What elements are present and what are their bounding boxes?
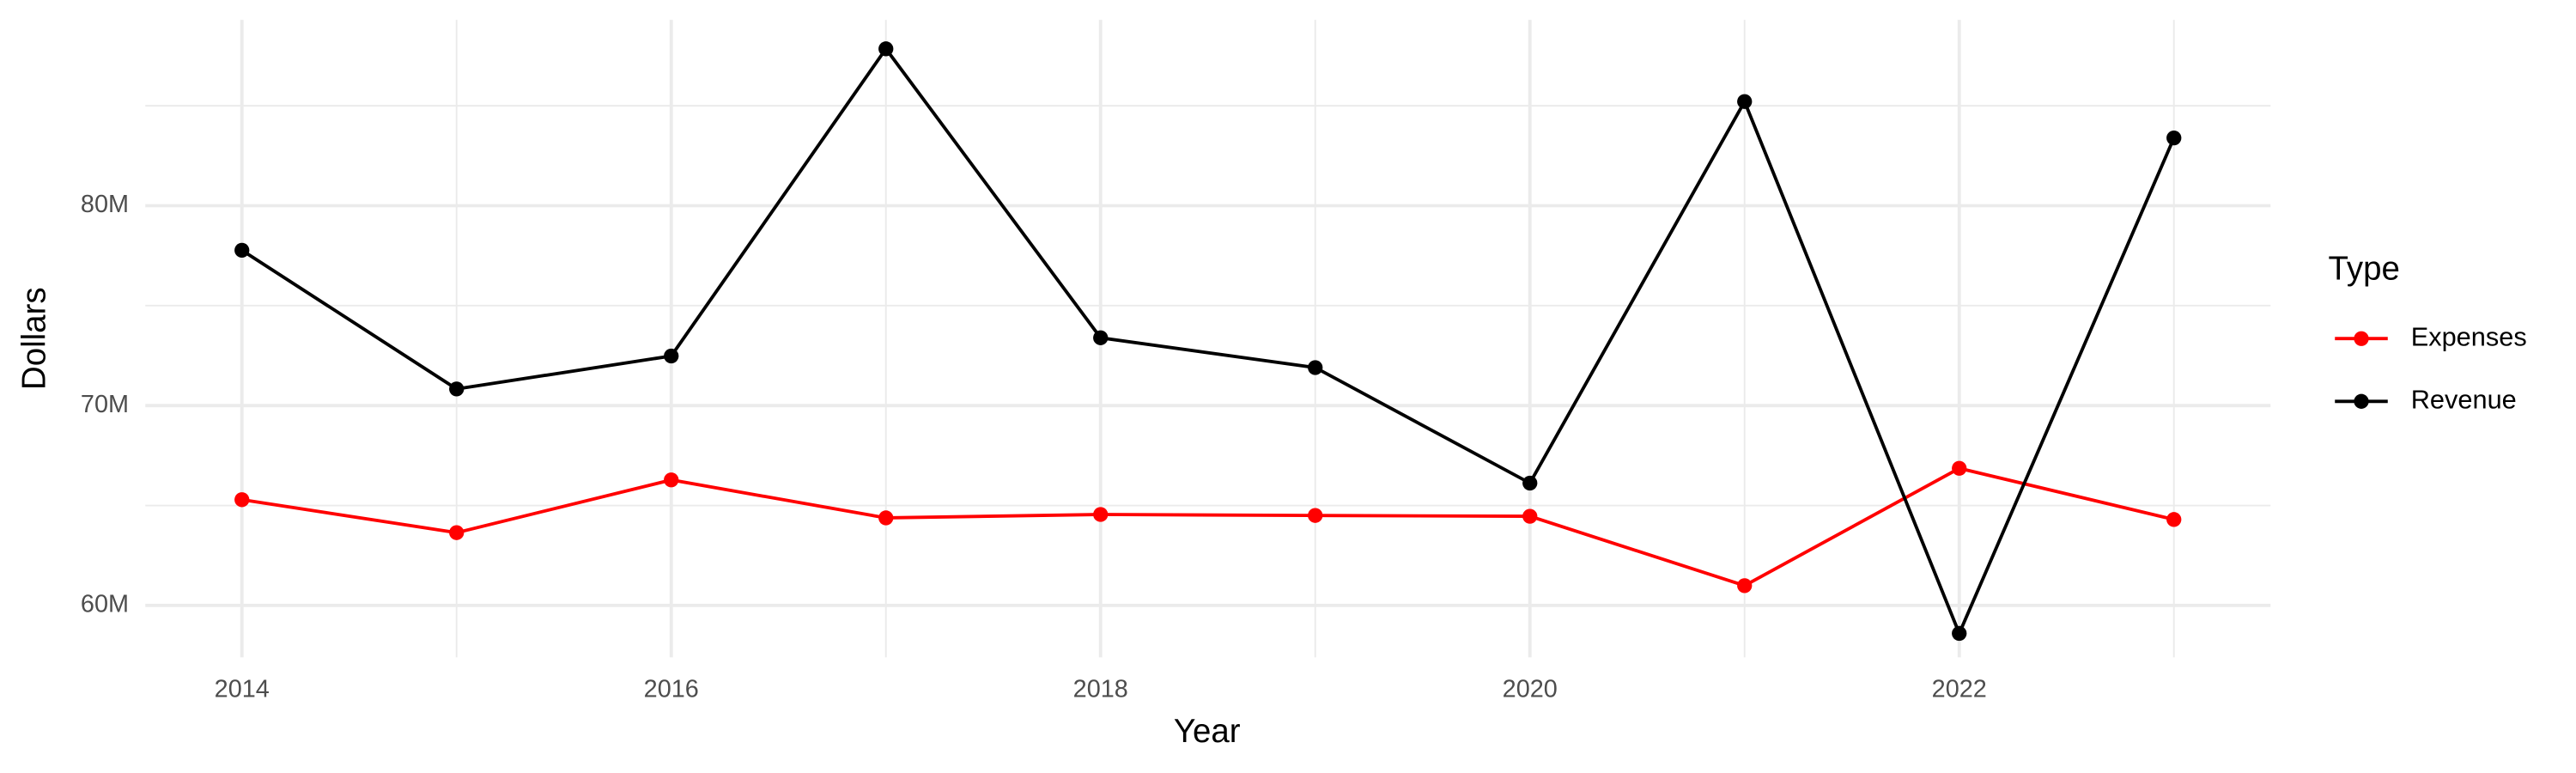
x-tick-label: 2022: [1932, 675, 1987, 703]
x-tick-label: 2014: [215, 675, 270, 703]
y-tick-label: 60M: [81, 591, 129, 618]
data-point: [1952, 625, 1967, 642]
series-line: [240, 46, 2176, 638]
legend-label: Expenses: [2411, 321, 2527, 351]
data-point: [1093, 507, 1109, 522]
data-point: [1522, 475, 1538, 491]
data-point: [2166, 512, 2182, 527]
data-point: [234, 492, 250, 508]
data-point: [878, 510, 894, 526]
x-tick-label: 2020: [1503, 675, 1558, 703]
data-point: [664, 472, 679, 488]
y-tick-label: 80M: [81, 191, 129, 218]
y-axis-title: Dollars: [15, 287, 52, 390]
data-point: [2166, 130, 2182, 146]
data-point: [449, 381, 465, 397]
data-point: [1952, 460, 1967, 476]
data-point: [1093, 330, 1109, 345]
data-point: [1308, 508, 1323, 523]
legend-key-point: [2354, 393, 2369, 409]
series-line: [241, 466, 2175, 587]
data-point: [664, 348, 679, 364]
data-point: [234, 242, 250, 259]
data-point: [1737, 94, 1753, 109]
legend-key-point: [2354, 331, 2369, 346]
data-point: [878, 41, 894, 57]
data-point: [1308, 360, 1323, 375]
data-point: [449, 525, 465, 540]
x-axis-title: Year: [1174, 713, 1241, 750]
data-point: [1737, 578, 1753, 593]
x-tick-label: 2018: [1073, 675, 1128, 703]
x-tick-label: 2016: [644, 675, 699, 703]
legend-label: Revenue: [2411, 384, 2517, 414]
legend-title: Type: [2329, 251, 2400, 288]
y-tick-label: 70M: [81, 391, 129, 418]
data-point: [1522, 508, 1538, 524]
